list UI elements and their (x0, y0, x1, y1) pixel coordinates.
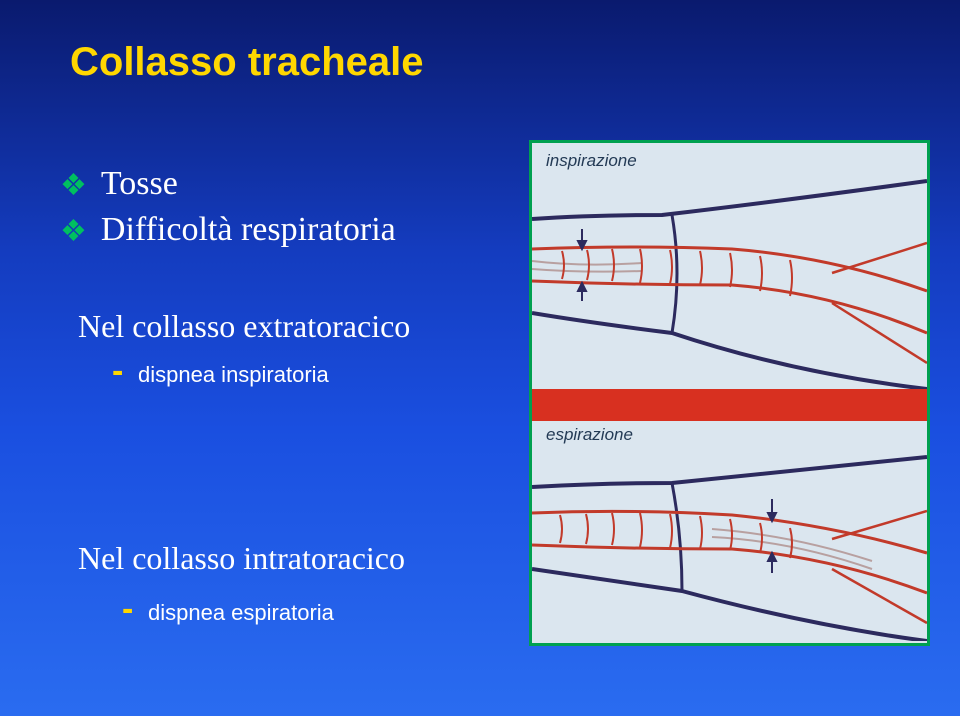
dash-icon: - (122, 590, 133, 629)
diamond-icon: ❖ (60, 211, 87, 253)
section2-heading: Nel collasso intratoracico (78, 540, 405, 577)
bullet-item: ❖ Difficoltà respiratoria (60, 211, 396, 253)
figure-panel-top (532, 173, 927, 389)
bullet-text: Tosse (101, 165, 178, 203)
dash-icon: - (112, 352, 123, 391)
bullet-list: ❖ Tosse ❖ Difficoltà respiratoria (60, 165, 396, 257)
slide-title: Collasso tracheale (70, 40, 424, 85)
figure-box: inspirazione (529, 140, 930, 646)
bullet-text: Difficoltà respiratoria (101, 211, 396, 249)
section2-sub: dispnea espiratoria (148, 600, 334, 626)
figure-separator (532, 389, 927, 421)
diamond-icon: ❖ (60, 165, 87, 207)
bullet-item: ❖ Tosse (60, 165, 396, 207)
section1-sub: dispnea inspiratoria (138, 362, 329, 388)
trachea-expiration-diagram (532, 451, 927, 641)
figure-panel-bottom (532, 451, 927, 641)
slide: Collasso tracheale ❖ Tosse ❖ Difficoltà … (0, 0, 960, 716)
section1-heading: Nel collasso extratoracico (78, 308, 410, 345)
trachea-inspiration-diagram (532, 173, 927, 389)
figure-label-bottom: espirazione (546, 425, 633, 445)
figure-label-top: inspirazione (546, 151, 637, 171)
